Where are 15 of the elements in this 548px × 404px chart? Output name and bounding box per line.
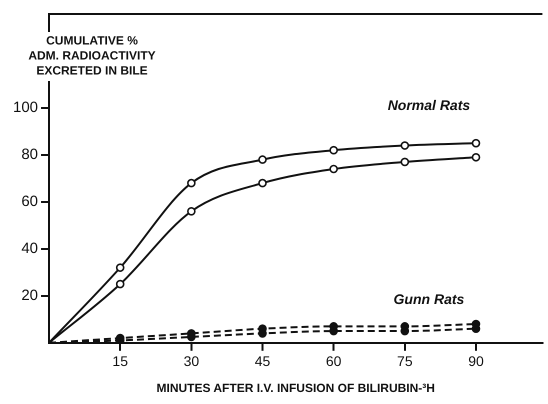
x-axis-title: MINUTES AFTER I.V. INFUSION OF BILIRUBIN-³H	[156, 381, 435, 396]
x-tick-label: 30	[184, 353, 200, 370]
x-tick-label: 15	[112, 353, 128, 370]
annotation: Normal Rats	[388, 96, 470, 113]
y-tick-label: 100	[12, 99, 38, 116]
annotation: Gunn Rats	[394, 290, 465, 307]
x-tick-label: 45	[254, 353, 271, 370]
y-tick-label: 80	[21, 146, 38, 164]
y-tick-label: 40	[21, 240, 38, 257]
y-axis-title: CUMULATIVE % ADM. RADIOACTIVITY EXCRETED IN BILE	[28, 33, 156, 78]
x-tick-label: 90	[468, 353, 484, 370]
x-tick-label: 75	[397, 353, 413, 370]
y-tick-label: 60	[21, 193, 38, 210]
x-tick-label: 60	[326, 353, 342, 370]
y-tick-label: 20	[21, 286, 38, 304]
